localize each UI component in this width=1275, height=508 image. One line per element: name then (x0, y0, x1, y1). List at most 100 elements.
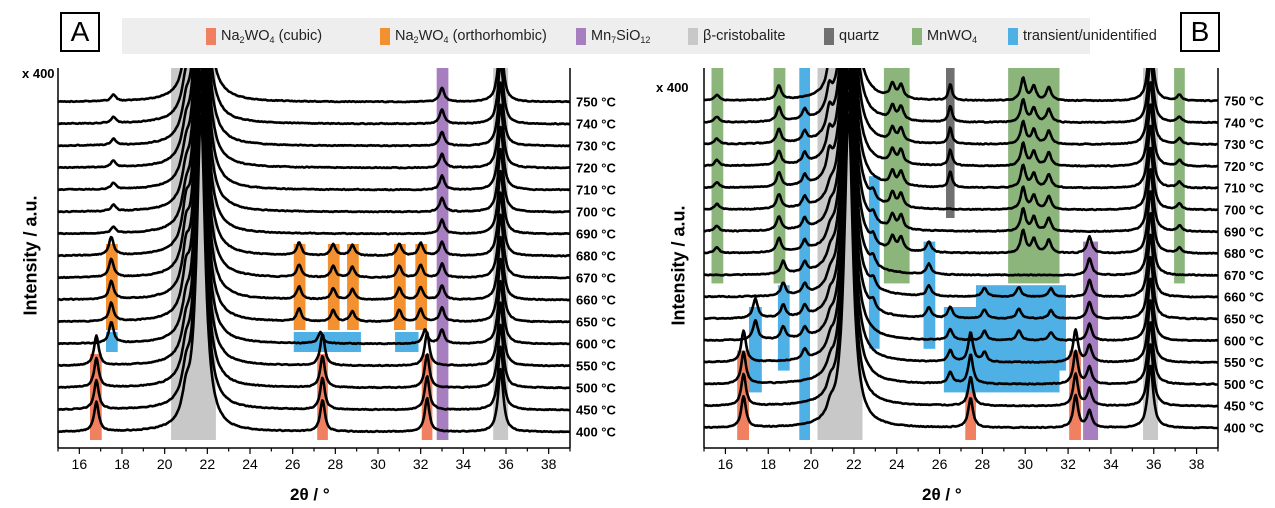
temperature-label: 600 °C (1224, 333, 1265, 348)
trace-670 (704, 68, 1218, 277)
x-tick-label: 30 (1017, 456, 1033, 472)
trace-500 (58, 70, 570, 390)
trace-750 (704, 68, 1218, 103)
x-tick-label: 18 (114, 456, 130, 472)
panel-b-label: B (1180, 12, 1220, 52)
legend-label: transient/unidentified (1023, 28, 1157, 44)
temperature-label: 600 °C (576, 337, 617, 352)
trace-730 (704, 68, 1218, 146)
band-transient (923, 241, 936, 349)
trace-450 (704, 91, 1218, 408)
temperature-label: 670 °C (1224, 268, 1265, 283)
temperature-label: 700 °C (1224, 203, 1265, 218)
temperature-label: 730 °C (1224, 137, 1265, 152)
trace-670 (58, 68, 570, 280)
x-tick-label: 32 (413, 456, 429, 472)
temperature-label: 690 °C (1224, 224, 1265, 239)
band-cubic (965, 350, 976, 440)
trace-450 (58, 92, 570, 412)
x-tick-label: 38 (541, 456, 557, 472)
x-tick-label: 36 (498, 456, 514, 472)
band-transient (799, 68, 811, 440)
x-tick-label: 20 (157, 456, 173, 472)
temperature-label: 450 °C (576, 403, 617, 418)
temperature-label: 400 °C (576, 425, 617, 440)
x-tick-label: 16 (718, 456, 734, 472)
temperature-label: 500 °C (1224, 377, 1265, 392)
trace-740 (704, 68, 1218, 125)
band-orthorhombic (347, 244, 359, 330)
trace-660 (704, 68, 1218, 299)
trace-650 (704, 68, 1218, 321)
temperature-label: 720 °C (1224, 159, 1265, 174)
legend-label: Na2WO4 (cubic) (221, 28, 323, 45)
panel-b-multiplier: x 400 (656, 80, 689, 95)
trace-400 (704, 113, 1218, 430)
legend-swatch (912, 28, 922, 45)
phase-legend: Na2WO4 (cubic) Na2WO4 (orthorhombic) Mn7Si… (122, 18, 1157, 54)
trace-550 (704, 68, 1218, 364)
temperature-label: 740 °C (576, 117, 617, 132)
x-tick-label: 28 (975, 456, 991, 472)
panel-a-label: A (60, 12, 100, 52)
trace-690 (704, 68, 1218, 234)
temperature-label: 450 °C (1224, 399, 1265, 414)
temperature-label: 750 °C (1224, 94, 1265, 109)
band-transient (975, 285, 1066, 371)
trace-650 (58, 68, 570, 324)
temperature-label: 400 °C (1224, 421, 1265, 436)
legend-label: MnWO4 (927, 28, 978, 45)
trace-700 (704, 68, 1218, 212)
trace-550 (58, 68, 570, 368)
trace-400 (58, 114, 570, 434)
legend-label: Na2WO4 (orthorhombic) (395, 28, 547, 45)
x-tick-label: 28 (328, 456, 344, 472)
diffraction-traces (704, 68, 1218, 430)
temperature-label: 660 °C (576, 293, 617, 308)
x-tick-label: 38 (1189, 456, 1205, 472)
trace-680 (704, 68, 1218, 255)
trace-700 (58, 68, 570, 214)
legend-label: Mn7SiO12 (591, 28, 651, 45)
legend-swatch (576, 28, 586, 45)
temperature-label: 650 °C (576, 315, 617, 330)
legend-swatch (688, 28, 698, 45)
legend-swatch (206, 28, 216, 45)
x-tick-label: 26 (932, 456, 948, 472)
trace-600 (704, 68, 1218, 343)
legend-swatch (824, 28, 834, 45)
temperature-label: 740 °C (1224, 115, 1265, 130)
panel-a-x-axis-label: 2θ / ° (290, 485, 330, 504)
x-tick-label: 24 (242, 456, 258, 472)
panel-a-chart: 16 18 20 22 24 26 28 30 32 34 36 38 400 °C 450 °C 500 … (57, 68, 617, 472)
temperature-label: 710 °C (1224, 181, 1265, 196)
trace-600 (58, 68, 570, 346)
trace-740 (58, 68, 570, 126)
x-tick-label: 22 (200, 456, 216, 472)
x-tick-label: 36 (1146, 456, 1162, 472)
band-cubic (90, 354, 102, 440)
legend-label: β-cristobalite (703, 28, 786, 44)
trace-660 (58, 68, 570, 302)
temperature-label: 680 °C (576, 249, 617, 264)
x-tick-label: 20 (803, 456, 819, 472)
trace-720 (58, 68, 570, 170)
x-tick-label: 26 (285, 456, 301, 472)
temperature-label: 710 °C (576, 183, 617, 198)
trace-730 (58, 68, 570, 148)
legend-swatch (1008, 28, 1018, 45)
temperature-label: 680 °C (1224, 246, 1265, 261)
legend-label: quartz (839, 28, 880, 44)
x-tick-label: 16 (72, 456, 88, 472)
band-MnWO4 (711, 68, 724, 284)
temperature-label: 550 °C (576, 359, 617, 374)
band-transient (868, 176, 880, 349)
x-tick-label: 18 (760, 456, 776, 472)
trace-750 (58, 68, 570, 104)
x-tick-label: 34 (1103, 456, 1119, 472)
panel-b-chart: 16 18 20 22 24 26 28 30 32 34 36 38 400 °C 450 °C 500 … (703, 68, 1265, 472)
panel-a-multiplier: x 400 (22, 66, 55, 81)
temperature-label: 720 °C (576, 161, 617, 176)
band-cubic (317, 354, 328, 440)
